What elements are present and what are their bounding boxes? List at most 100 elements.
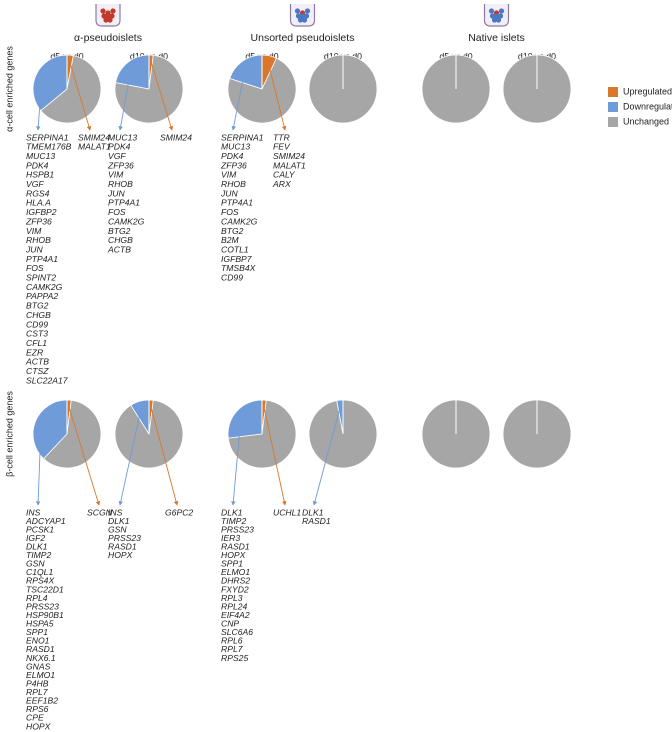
gene-label: MALAT1 bbox=[78, 142, 111, 152]
gene-label: CFL1 bbox=[26, 338, 47, 348]
gene-label: CHGB bbox=[26, 310, 51, 320]
gene-label: INS bbox=[26, 507, 41, 517]
pie-slice bbox=[43, 399, 102, 469]
gene-label: TMEM176B bbox=[26, 142, 72, 152]
gene-label: DHRS2 bbox=[221, 576, 250, 586]
row-label: α-cell enriched genes bbox=[4, 46, 14, 132]
gene-label: IGFBP2 bbox=[26, 207, 57, 217]
cell bbox=[301, 17, 308, 23]
gene-label: HOPX bbox=[221, 550, 246, 560]
cell bbox=[105, 13, 111, 19]
gene-label: GSN bbox=[108, 524, 127, 534]
cell bbox=[295, 13, 302, 19]
cell bbox=[304, 8, 311, 14]
gene-label: IER3 bbox=[221, 533, 240, 543]
gene-label: SLC6A6 bbox=[221, 627, 253, 637]
gene-label: JUN bbox=[25, 244, 44, 254]
gene-label: EEF1B2 bbox=[26, 696, 58, 706]
arrow bbox=[312, 406, 341, 506]
gene-label: ACTB bbox=[25, 357, 49, 367]
gene-label: VGF bbox=[26, 179, 44, 189]
gene-label: PRSS23 bbox=[221, 524, 254, 534]
legend-swatch bbox=[608, 87, 618, 97]
group-title: α-pseudoislets bbox=[74, 32, 142, 44]
gene-label: CAMK2G bbox=[26, 282, 63, 292]
gene-label: IGF2 bbox=[26, 533, 45, 543]
gene-label: CTSZ bbox=[26, 366, 49, 376]
gene-label: TTR bbox=[273, 132, 290, 142]
cell bbox=[498, 8, 505, 14]
gene-label: RPL6 bbox=[221, 636, 243, 646]
gene-label: EZR bbox=[26, 347, 43, 357]
gene-label: SMIM24 bbox=[78, 132, 110, 142]
legend-label: Upregulated bbox=[623, 86, 672, 96]
pie-slice bbox=[114, 54, 184, 124]
gene-label: CD99 bbox=[26, 319, 48, 329]
gene-label: CALY bbox=[273, 170, 296, 180]
beaker-icon bbox=[483, 4, 510, 27]
cell bbox=[110, 8, 116, 14]
gene-label: SMIM24 bbox=[273, 151, 305, 161]
gene-label: C1QL1 bbox=[26, 567, 53, 577]
gene-label: RHOB bbox=[221, 179, 246, 189]
gene-label: VIM bbox=[221, 170, 237, 180]
gene-label: MUC13 bbox=[108, 132, 137, 142]
gene-label: RPL4 bbox=[26, 593, 48, 603]
beaker-icon bbox=[289, 4, 316, 27]
gene-label: PDK4 bbox=[26, 160, 49, 170]
gene-label: SPINT2 bbox=[26, 273, 56, 283]
gene-label: ZFP36 bbox=[107, 160, 134, 170]
gene-label: SPP1 bbox=[26, 627, 48, 637]
gene-label: ELMO1 bbox=[26, 670, 55, 680]
gene-label: DLK1 bbox=[221, 507, 243, 517]
pie-slice bbox=[227, 399, 263, 439]
gene-label: G6PC2 bbox=[165, 507, 193, 517]
gene-label: INS bbox=[108, 507, 123, 517]
gene-label: RPL7 bbox=[221, 644, 244, 654]
cell bbox=[107, 17, 113, 23]
cell bbox=[489, 13, 496, 19]
pie-slice bbox=[40, 55, 102, 124]
legend-label: Unchanged bbox=[623, 116, 669, 126]
gene-label: TMSB4X bbox=[221, 263, 256, 273]
legend-swatch bbox=[608, 117, 618, 127]
cell bbox=[488, 8, 495, 14]
gene-label: RPL3 bbox=[221, 593, 243, 603]
row-label: β-cell enriched genes bbox=[4, 391, 14, 477]
gene-label: COTL1 bbox=[221, 244, 249, 254]
cell bbox=[100, 8, 106, 14]
cell bbox=[495, 17, 502, 23]
gene-label: CNP bbox=[221, 619, 239, 629]
gene-label: SCGN bbox=[87, 507, 113, 517]
arrow bbox=[35, 423, 42, 506]
gene-label: PTP4A1 bbox=[221, 198, 253, 208]
gene-label: SPP1 bbox=[221, 559, 243, 569]
gene-label: EIF4A2 bbox=[221, 610, 250, 620]
gene-label: HSPB1 bbox=[26, 170, 54, 180]
gene-label: RASD1 bbox=[221, 542, 250, 552]
gene-label: RPL24 bbox=[221, 601, 247, 611]
arrow bbox=[118, 67, 132, 131]
gene-label: BTG2 bbox=[108, 226, 131, 236]
gene-label: RASD1 bbox=[108, 542, 137, 552]
gene-label: BTG2 bbox=[26, 301, 49, 311]
gene-label: SERPINA1 bbox=[26, 132, 69, 142]
gene-label: RPS6 bbox=[26, 704, 49, 714]
gene-label: DLK1 bbox=[302, 507, 324, 517]
gene-label: SLC22A17 bbox=[26, 375, 69, 385]
pie-slice bbox=[115, 54, 150, 90]
gene-label: PDK4 bbox=[221, 151, 244, 161]
gene-label: HOPX bbox=[108, 550, 133, 560]
gene-label: PTP4A1 bbox=[108, 198, 140, 208]
gene-label: PRSS23 bbox=[26, 601, 59, 611]
gene-label: RASD1 bbox=[302, 516, 331, 526]
gene-label: VIM bbox=[26, 226, 42, 236]
gene-label: RPS4X bbox=[26, 576, 54, 586]
arrow bbox=[69, 61, 92, 131]
cell bbox=[297, 17, 304, 23]
gene-label: SERPINA1 bbox=[221, 132, 264, 142]
arrow bbox=[231, 66, 247, 131]
cell bbox=[294, 8, 301, 14]
gene-label: MUC13 bbox=[26, 151, 55, 161]
gene-label: UCHL1 bbox=[273, 507, 301, 517]
